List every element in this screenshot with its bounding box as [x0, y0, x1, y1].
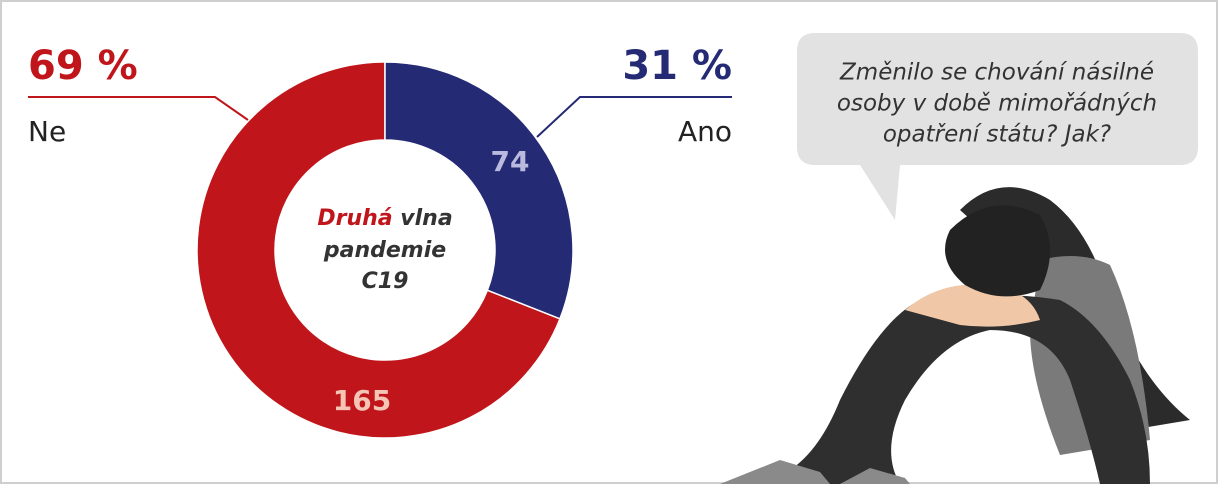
donut-segment	[196, 61, 561, 439]
share-label: 31 %	[622, 43, 732, 89]
share-label: 69 %	[28, 43, 138, 89]
callout-text: Změnilo se chování násilné osoby v době …	[837, 60, 1157, 148]
illustration	[720, 187, 1190, 484]
leader-line	[536, 96, 732, 138]
speech-bubble	[797, 33, 1198, 220]
center-line: C19	[362, 269, 409, 294]
callout-line: opatření státu? Jak?	[883, 122, 1111, 148]
callout-line: osoby v době mimořádných	[837, 91, 1157, 117]
center-word: Druhá	[317, 206, 392, 231]
center-line: Druhá vlna	[317, 206, 452, 231]
donut: 165 74	[196, 61, 574, 439]
callout-line: Změnilo se chování násilné	[839, 60, 1154, 86]
category-label: Ne	[28, 115, 66, 148]
value-label: 74	[491, 145, 530, 178]
leader-line	[28, 96, 249, 121]
center-line: pandemie	[323, 238, 446, 263]
value-label: 165	[333, 384, 391, 417]
center-word: vlna	[400, 206, 452, 231]
category-label: Ano	[678, 115, 732, 148]
center-label: Druhá vlna pandemie C19	[317, 206, 452, 294]
donut-segment	[384, 61, 574, 320]
